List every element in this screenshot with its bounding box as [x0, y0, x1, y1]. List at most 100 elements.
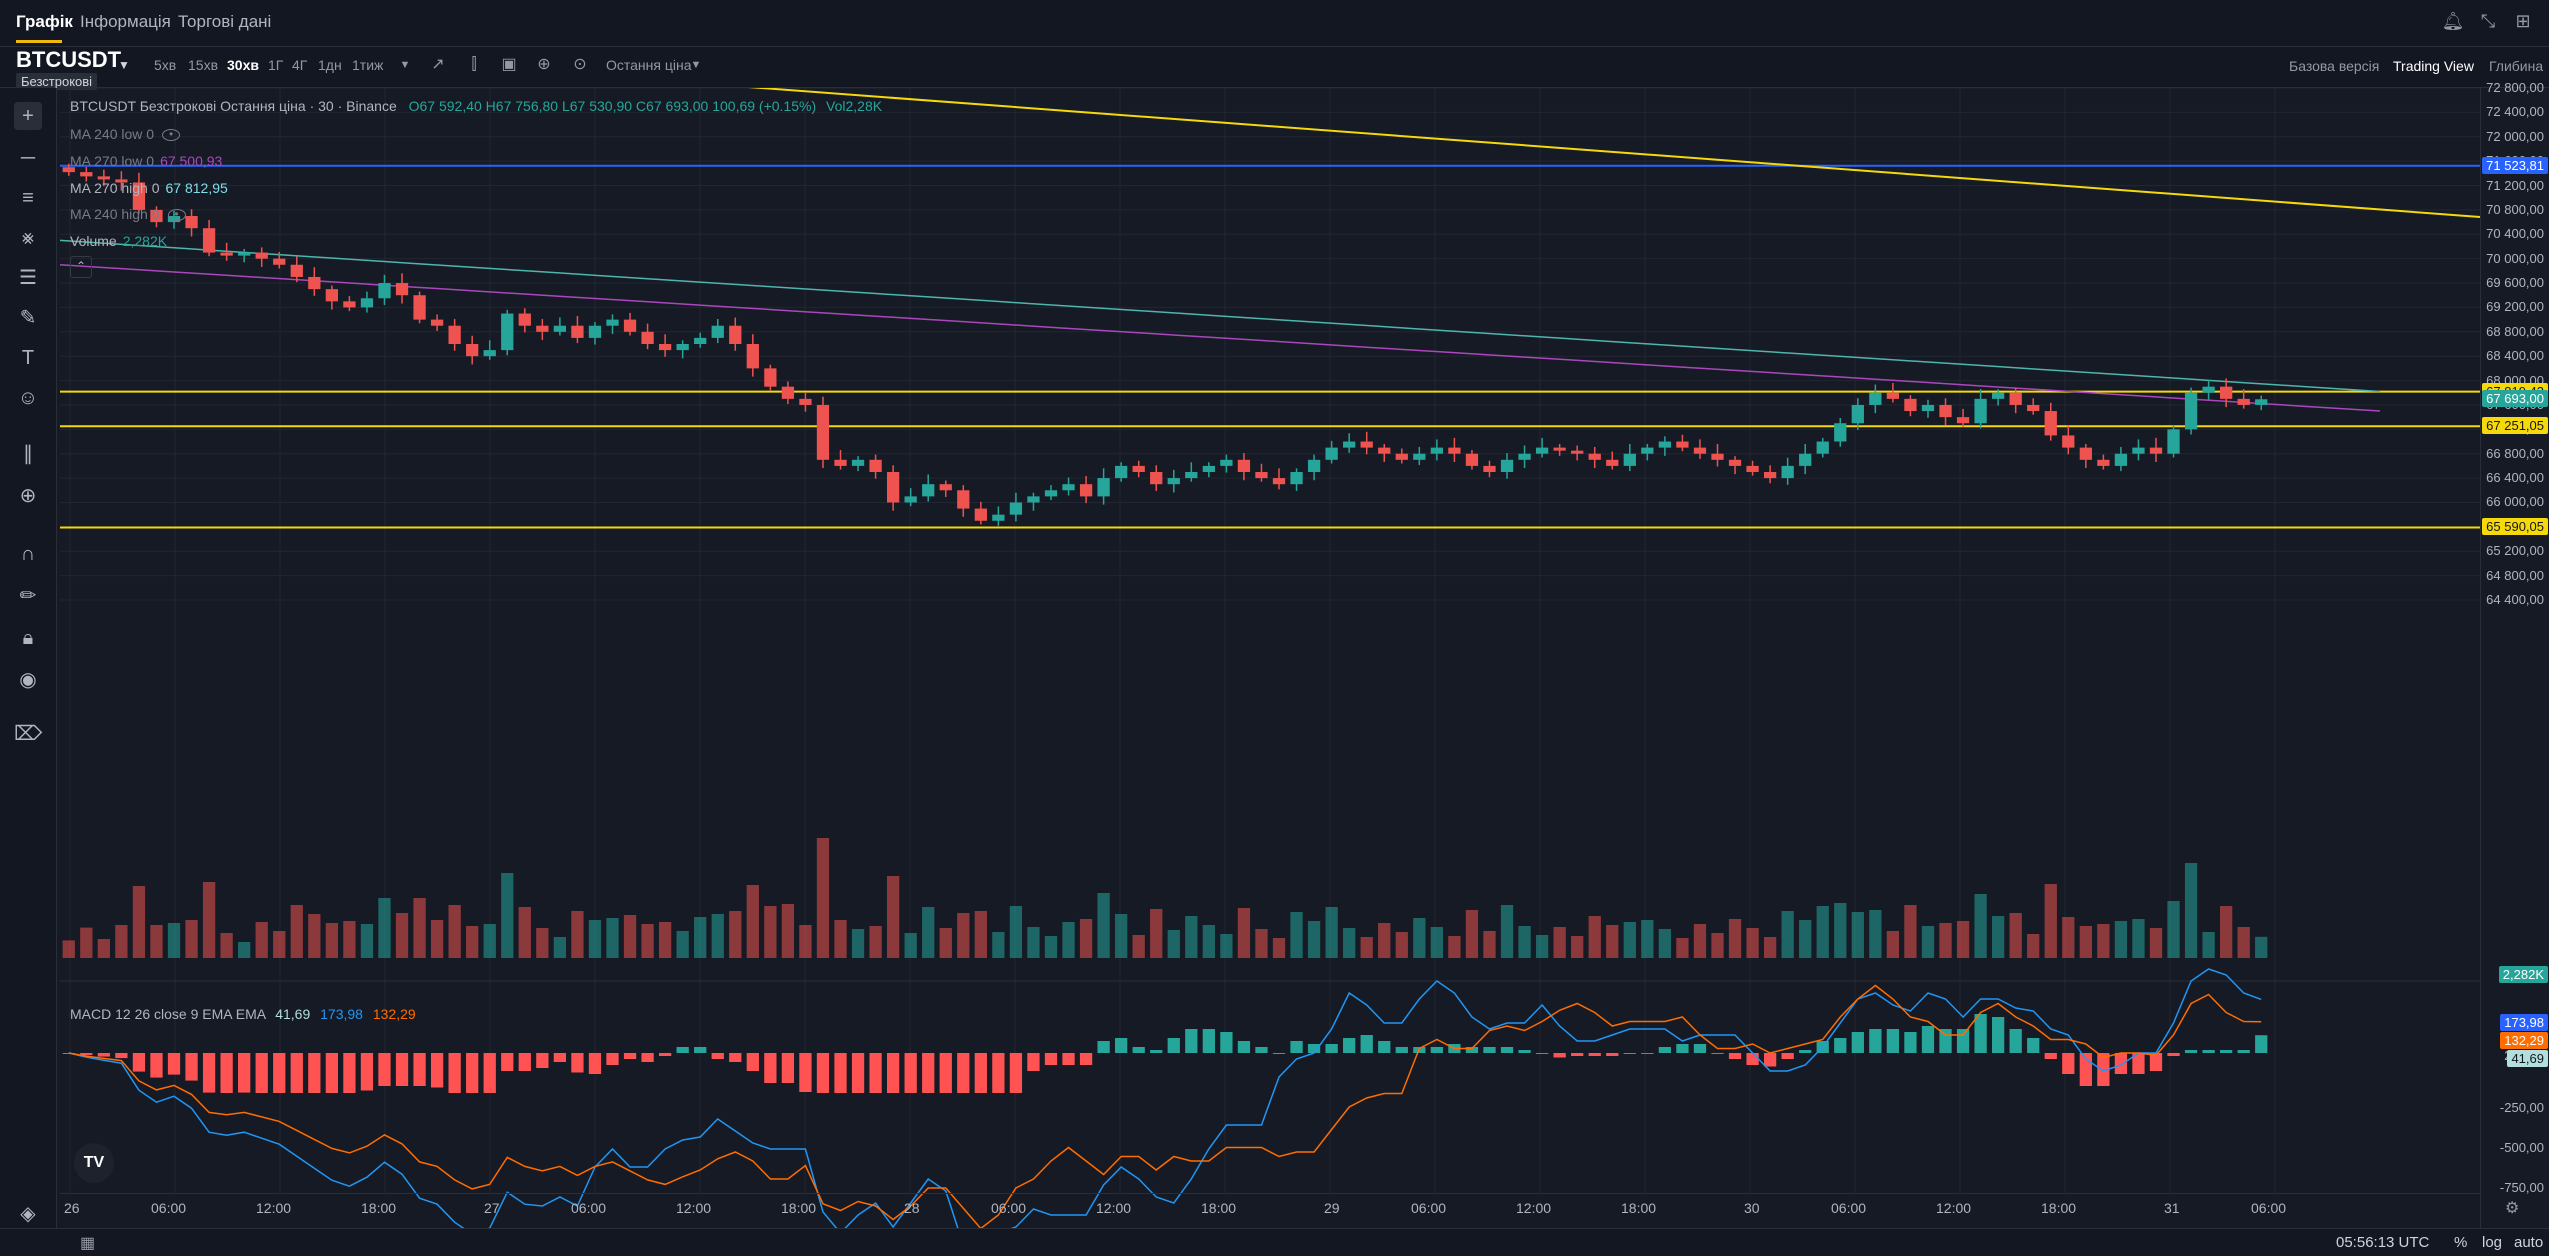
time-scale[interactable]: 26 06:00 12:00 18:00 27 06:00 12:00 18:00 28 06:0… [60, 1193, 2480, 1220]
candle-body [1974, 398, 1987, 424]
candle-body [1378, 447, 1391, 454]
interval-5m[interactable]: 5хв [154, 57, 177, 73]
volume-bar [185, 920, 198, 958]
ma-240-low-legend[interactable]: MA 240 low 0 • [70, 126, 181, 142]
volume-bar [1483, 931, 1496, 958]
ma-270-low-legend[interactable]: MA 270 low 0 67 500,93 [70, 153, 222, 169]
calendar-icon[interactable]: ▦ [80, 1235, 96, 1252]
macd-histogram-bar [1904, 1032, 1917, 1053]
macd-histogram-bar [483, 1053, 496, 1093]
candle-body [588, 325, 602, 338]
eye-off-icon: • [162, 128, 181, 142]
ma-270-high-legend[interactable]: MA 270 high 0 67 812,95 [70, 180, 228, 196]
brush-icon[interactable]: ✎ [19, 307, 37, 329]
volume-legend[interactable]: Volume 2,282K [70, 233, 167, 249]
volume-bar [202, 882, 216, 958]
symbol-name[interactable]: BTCUSDT [16, 47, 122, 72]
zoom-icon[interactable]: ⊕ [19, 485, 37, 507]
candle-body [1588, 453, 1601, 460]
volume-bar [1991, 916, 2005, 958]
candle-body [799, 398, 812, 405]
interval-15m[interactable]: 15хв [188, 57, 219, 73]
emoji-icon[interactable]: ☺ [17, 387, 39, 409]
macd-badge: 173,98 [2500, 1014, 2548, 1031]
volume-bar [1553, 927, 1566, 958]
auto-toggle[interactable]: auto [2514, 1234, 2544, 1251]
candle-body [150, 209, 163, 223]
candle-body [448, 325, 461, 344]
volume-bar [1115, 914, 1128, 958]
macd-histogram-bar [781, 1053, 795, 1083]
price-tick-label: 66 400,00 [2486, 470, 2544, 486]
macd-histogram-bar [957, 1053, 970, 1093]
candle-body [1886, 392, 1900, 399]
magnet-icon[interactable]: ∩ [20, 543, 36, 565]
pattern-icon[interactable]: ⨳ [21, 227, 35, 249]
macd-histogram-bar [658, 1053, 672, 1056]
collapse-legend-button[interactable]: ⌃ [70, 256, 92, 278]
volume-bar [711, 914, 724, 958]
interval-1w[interactable]: 1тиж [352, 57, 384, 73]
price-type-select[interactable]: Остання ціна [606, 57, 692, 73]
fib-icon[interactable]: ☰ [19, 267, 37, 289]
candle-body [1079, 484, 1093, 497]
trash-icon[interactable]: ⌦ [14, 723, 43, 745]
view-basic[interactable]: Базова версія [2289, 58, 2380, 74]
grid-icon[interactable]: ⊞ [2515, 11, 2531, 31]
price-chart[interactable] [60, 88, 2480, 1228]
tradingview-logo[interactable]: TV [74, 1143, 114, 1183]
settings-gear-icon[interactable]: ⚙ [2505, 1200, 2520, 1217]
candle-body [1307, 459, 1321, 472]
macd-legend[interactable]: MACD 12 26 close 9 EMA EMA 41,69 173,98 … [70, 1006, 416, 1022]
candle-body [1799, 453, 1812, 466]
ma-240-high-legend[interactable]: MA 240 high 0 • [70, 206, 186, 222]
indicators-icon[interactable]: ↗ [431, 56, 445, 73]
log-toggle[interactable]: log [2482, 1234, 2503, 1251]
price-tick-label: 65 200,00 [2486, 543, 2544, 559]
view-depth[interactable]: Глибина [2489, 58, 2544, 74]
layers-icon[interactable]: ◈ [20, 1203, 36, 1225]
volume-bar [80, 927, 93, 958]
tab-info[interactable]: Інформація [80, 12, 171, 31]
macd-histogram-bar [1781, 1053, 1794, 1059]
candle-body [1343, 441, 1356, 448]
view-tradingview[interactable]: Trading View [2393, 58, 2474, 74]
lock-drawing-icon[interactable]: ✏ [19, 585, 37, 607]
horizontal-line-icon[interactable]: ─ [20, 147, 36, 169]
time-tick-label: 31 [2164, 1200, 2180, 1216]
macd-tick-label: -500,00 [2499, 1140, 2544, 1155]
interval-1d[interactable]: 1дн [318, 57, 342, 73]
candles-icon[interactable]: ⫿ [471, 56, 477, 73]
macd-line [68, 968, 2262, 1228]
horizontal-lines [60, 164, 2480, 529]
macd-histogram-bar [2062, 1053, 2075, 1074]
ruler-icon[interactable]: ∥ [23, 443, 33, 465]
tab-chart[interactable]: Графік [16, 12, 73, 31]
percent-toggle[interactable]: % [2454, 1234, 2468, 1251]
volume-bar [764, 906, 777, 958]
tab-trading-data[interactable]: Торгові дані [178, 12, 272, 31]
contract-type-badge: Безстрокові [16, 73, 98, 90]
text-icon[interactable]: T [21, 347, 35, 369]
legend-ma2-label: MA 270 low 0 [70, 153, 155, 169]
interval-4h[interactable]: 4Г [292, 57, 308, 73]
camera-icon[interactable]: ▣ [501, 56, 517, 73]
chevron-down-icon[interactable]: ▼ [399, 59, 411, 71]
candle-body [2062, 435, 2075, 448]
bell-icon[interactable]: 🔔︎ [2441, 11, 2465, 31]
settings-icon[interactable]: ⊙ [573, 56, 587, 73]
candle-body [1711, 453, 1724, 460]
eye-icon[interactable]: ◉ [19, 669, 37, 691]
candle-body [1465, 453, 1479, 466]
volume-bar [1378, 923, 1391, 958]
chevron-down-icon[interactable]: ▼ [118, 58, 130, 72]
collapse-icon[interactable]: ⤡ [2480, 11, 2496, 31]
interval-1h[interactable]: 1Г [268, 57, 284, 73]
parallel-channel-icon[interactable]: ≡ [22, 187, 34, 209]
crosshair-icon[interactable]: + [14, 102, 42, 130]
lock-icon[interactable]: 🔒︎ [22, 627, 34, 649]
plus-circle-icon[interactable]: ⊕ [537, 56, 551, 73]
interval-30m[interactable]: 30хв [227, 57, 259, 73]
chevron-down-icon[interactable]: ▼ [690, 59, 702, 71]
